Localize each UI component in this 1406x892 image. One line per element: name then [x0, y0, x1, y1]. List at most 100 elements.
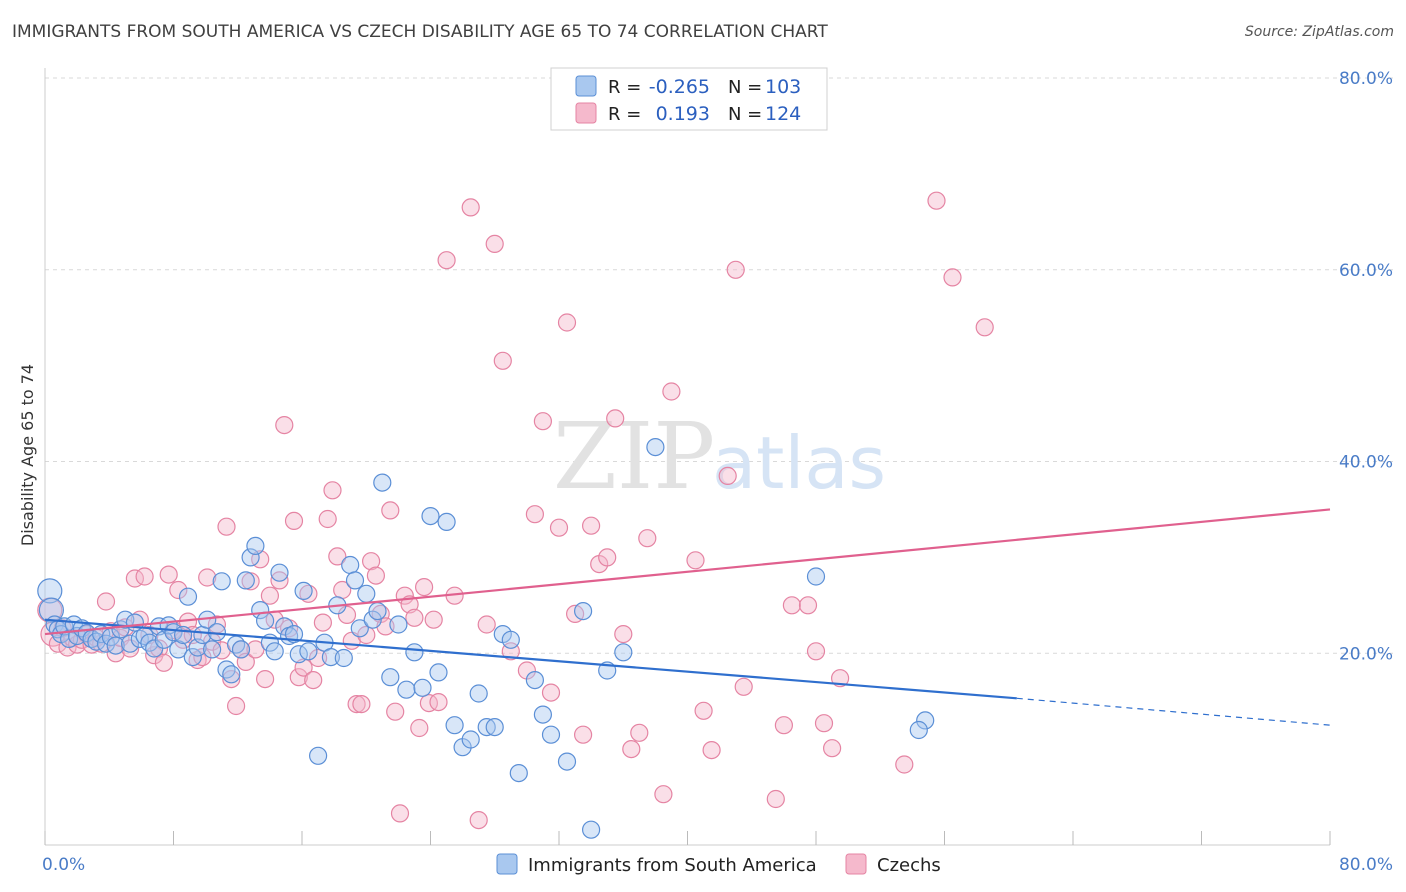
south-america-point-55 [294, 581, 313, 601]
south-america-point-71 [397, 680, 416, 699]
czechs-point-17 [121, 639, 140, 658]
south-america-point-57 [309, 746, 328, 765]
south-america-trend-line [44, 618, 1017, 700]
south-america-point-29 [169, 640, 188, 659]
czechs-point-62 [337, 605, 357, 625]
south-america-point-69 [381, 668, 400, 687]
czechs-points [37, 191, 994, 830]
czechs-point-110 [702, 740, 721, 760]
czechs-point-37 [217, 517, 236, 536]
south-america-points [37, 438, 935, 839]
south-america-point-97 [909, 720, 928, 740]
czechs-point-25 [159, 565, 178, 584]
south-america-point-31 [178, 587, 198, 606]
czechs-point-104 [630, 723, 649, 742]
south-america-point-72 [405, 643, 424, 662]
y-axis-label: Disability Age 65 to 74 [18, 364, 37, 546]
czechs-point-94 [549, 518, 569, 537]
trend-lines [44, 508, 1331, 726]
south-america-point-51 [275, 617, 294, 636]
czechs-point-58 [318, 509, 337, 529]
axes [44, 68, 1331, 846]
tick-labels: 20.0% 40.0% 60.0% 80.0% 0.0% 80.0% [42, 69, 1393, 875]
czechs-point-23 [149, 639, 169, 658]
czechs-point-87 [485, 234, 504, 253]
czechs-point-122 [895, 755, 914, 774]
czechs-point-107 [662, 382, 681, 401]
czechs-point-92 [533, 412, 553, 431]
czechs-point-119 [814, 714, 834, 733]
y-tick-label-20: 20.0% [1339, 644, 1393, 664]
czechs-point-66 [357, 625, 376, 645]
south-america-point-30 [174, 625, 193, 645]
czechs-point-51 [284, 511, 304, 531]
south-america-point-16 [106, 636, 125, 655]
south-america-point-56 [299, 642, 318, 661]
x-tick-label-max: 80.0% [1339, 855, 1393, 875]
south-america-point-76 [437, 512, 456, 532]
south-america-point-38 [212, 572, 231, 591]
czechs-point-31 [188, 650, 207, 670]
legend-r-value-1: -0.265 [649, 76, 710, 98]
czechs-point-115 [774, 716, 794, 735]
czechs-point-81 [429, 692, 448, 712]
south-america-point-88 [541, 725, 561, 744]
czechs-point-65 [352, 694, 371, 714]
czechs-point-114 [766, 789, 785, 809]
czechs-point-27 [169, 580, 188, 600]
czechs-point-32 [193, 647, 212, 667]
czechs-trend-line [44, 508, 1331, 636]
south-america-point-59 [321, 647, 340, 667]
south-america-point-82 [485, 717, 504, 737]
czechs-point-57 [313, 613, 332, 632]
czechs-point-106 [654, 785, 673, 804]
czechs-point-24 [154, 653, 173, 672]
south-america-point-89 [557, 752, 577, 771]
series-legend: Immigrants from South America Czechs [496, 853, 941, 876]
czechs-point-86 [477, 615, 496, 634]
czechs-point-64 [347, 694, 366, 714]
south-america-point-44 [241, 548, 260, 567]
czechs-point-39 [227, 696, 246, 716]
czechs-point-113 [734, 677, 753, 696]
legend-n-value-2: 124 [765, 103, 801, 125]
south-america-point-19 [121, 634, 140, 653]
watermark-zip: ZIP [553, 403, 715, 510]
czechs-point-55 [304, 670, 323, 690]
bottom-legend-label-pink: Czechs [877, 855, 941, 876]
czechs-point-12 [96, 592, 116, 611]
legend-n-label-1: N = [728, 77, 762, 98]
czechs-point-120 [822, 739, 842, 758]
czechs-point-71 [381, 501, 400, 520]
watermark-atlas: atlas [712, 421, 886, 505]
south-america-point-61 [334, 648, 353, 668]
source-label: Source: ZipAtlas.com [1244, 24, 1394, 40]
south-america-point-66 [363, 610, 382, 629]
south-america-point-93 [614, 643, 633, 662]
south-america-point-36 [203, 640, 222, 659]
south-america-point-84 [501, 630, 520, 649]
czechs-point-33 [198, 568, 217, 587]
south-america-point-53 [284, 624, 304, 644]
czechs-point-108 [686, 551, 705, 570]
czechs-point-82 [437, 251, 456, 270]
legend-n-label-2: N = [728, 104, 762, 125]
czechs-point-77 [410, 718, 429, 738]
south-america-point-43 [236, 571, 255, 590]
south-america-point-26 [154, 630, 173, 649]
south-america-point-50 [270, 563, 289, 582]
czechs-point-100 [598, 548, 617, 567]
south-america-point-85 [509, 763, 528, 783]
y-tick-label-60: 60.0% [1339, 261, 1393, 281]
south-america-point-77 [445, 716, 464, 735]
czechs-point-118 [806, 642, 826, 661]
x-tick-label-min: 0.0% [42, 855, 85, 875]
czechs-point-103 [622, 739, 641, 759]
correlation-legend: R = -0.265 N = 103 R = 0.193 N = 124 [550, 67, 828, 131]
south-america-point-32 [183, 647, 202, 667]
czechs-point-116 [782, 596, 802, 615]
y-tick-label-40: 40.0% [1339, 453, 1393, 473]
south-america-point-65 [357, 584, 376, 603]
czechs-point-98 [581, 516, 601, 535]
south-america-point-96 [916, 711, 935, 730]
